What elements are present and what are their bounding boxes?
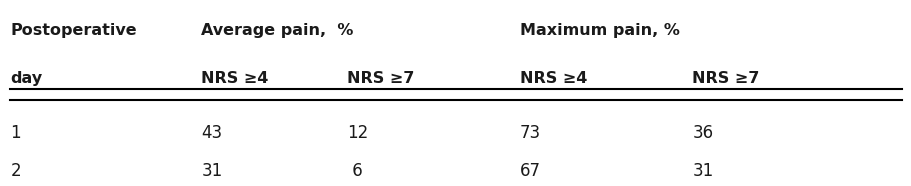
- Text: NRS ≥7: NRS ≥7: [346, 71, 414, 86]
- Text: Postoperative: Postoperative: [10, 23, 137, 38]
- Text: 2: 2: [10, 162, 21, 180]
- Text: NRS ≥7: NRS ≥7: [691, 71, 759, 86]
- Text: 12: 12: [346, 124, 368, 142]
- Text: 31: 31: [691, 162, 713, 180]
- Text: 36: 36: [691, 124, 712, 142]
- Text: 6: 6: [346, 162, 363, 180]
- Text: Maximum pain, %: Maximum pain, %: [519, 23, 679, 38]
- Text: NRS ≥4: NRS ≥4: [519, 71, 587, 86]
- Text: 43: 43: [201, 124, 222, 142]
- Text: day: day: [10, 71, 43, 86]
- Text: NRS ≥4: NRS ≥4: [201, 71, 269, 86]
- Text: 67: 67: [519, 162, 540, 180]
- Text: Average pain,  %: Average pain, %: [201, 23, 353, 38]
- Text: 31: 31: [201, 162, 222, 180]
- Text: 73: 73: [519, 124, 540, 142]
- Text: 1: 1: [10, 124, 21, 142]
